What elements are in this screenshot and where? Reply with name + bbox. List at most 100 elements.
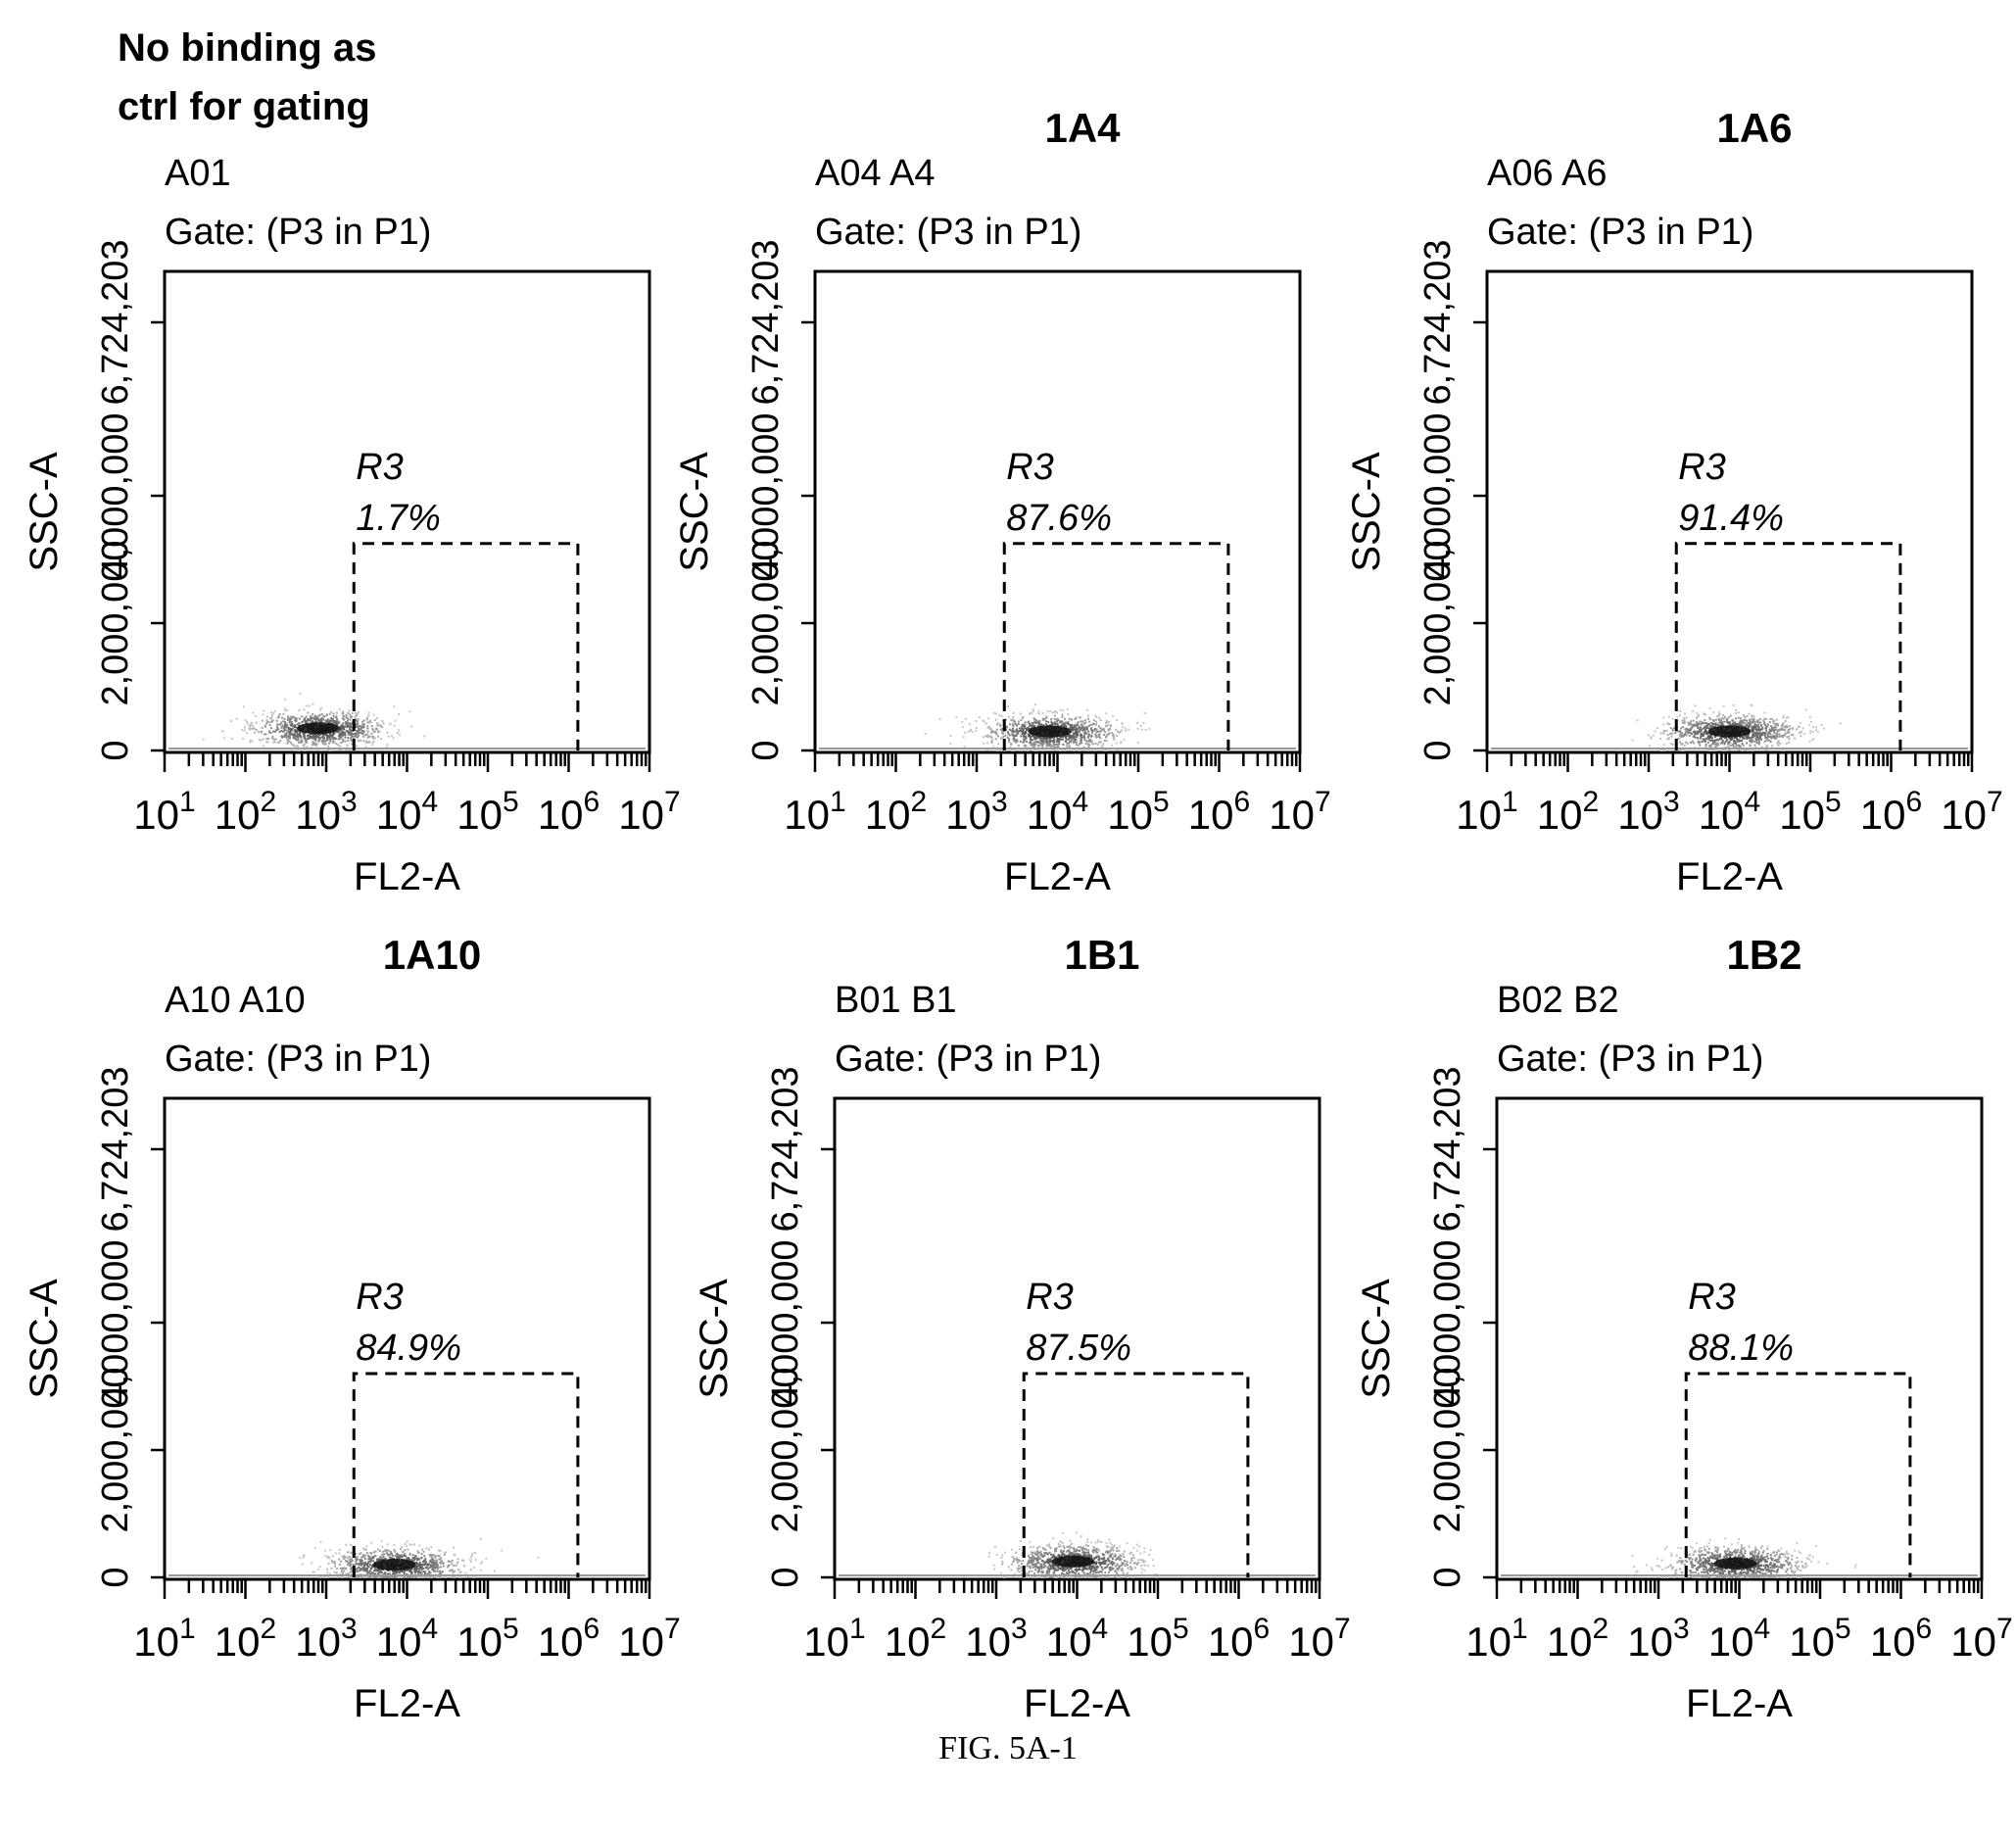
event-dot	[1704, 745, 1707, 748]
event-dot	[1032, 746, 1034, 749]
event-dot	[990, 739, 993, 742]
event-dot	[1081, 1569, 1084, 1571]
event-dot	[1690, 741, 1692, 744]
event-dot	[1735, 745, 1738, 748]
event-dot	[1677, 731, 1680, 733]
x-tick-label: 104	[1046, 1613, 1108, 1665]
event-dot	[312, 736, 313, 739]
event-dot	[1047, 1562, 1050, 1565]
event-dot	[1770, 725, 1772, 728]
event-dot	[388, 1549, 390, 1552]
event-dot	[312, 1571, 315, 1573]
event-dot	[360, 732, 363, 735]
event-dot	[324, 742, 327, 745]
event-dot	[422, 1561, 424, 1564]
event-dot	[1755, 742, 1758, 745]
event-dot	[1775, 723, 1778, 726]
event-dot	[436, 1576, 439, 1578]
event-dot	[371, 737, 374, 740]
event-dot	[1684, 732, 1687, 735]
event-dot	[1066, 742, 1069, 745]
event-dot	[1679, 713, 1681, 716]
event-dot	[983, 736, 985, 739]
event-dot	[411, 1554, 414, 1557]
event-dot	[1023, 735, 1026, 738]
event-dot	[381, 1550, 384, 1553]
event-dot	[1040, 1568, 1043, 1570]
event-dot	[1741, 735, 1744, 738]
event-dot	[351, 743, 354, 746]
event-dot	[1105, 1566, 1107, 1569]
gate-label: Gate: (P3 in P1)	[1487, 212, 1753, 253]
event-dot	[319, 708, 321, 711]
event-dot	[1048, 1551, 1051, 1554]
x-tick-label: 105	[1127, 1613, 1188, 1665]
x-axis-label: FL2-A	[354, 1682, 460, 1725]
event-dot	[1078, 1549, 1080, 1552]
event-dot	[336, 723, 339, 726]
event-dot	[428, 1554, 431, 1556]
event-dot	[317, 719, 320, 722]
event-dot	[391, 735, 393, 738]
event-dot	[268, 724, 271, 727]
event-dot	[1091, 742, 1094, 745]
event-dot	[1068, 742, 1071, 745]
event-dot	[1142, 722, 1145, 725]
x-tick-exponent: 6	[1906, 786, 1923, 818]
event-dot	[1043, 1552, 1046, 1554]
event-dot	[288, 731, 290, 734]
event-dot	[1062, 736, 1065, 738]
x-tick-label: 104	[376, 1613, 438, 1665]
event-dot	[463, 1565, 465, 1568]
event-dot	[371, 728, 374, 731]
event-dot	[1113, 1575, 1116, 1578]
event-dot	[252, 727, 255, 730]
event-dot	[1812, 738, 1815, 741]
event-dot	[370, 1576, 373, 1578]
event-dot	[338, 1549, 341, 1551]
event-dot	[1034, 1563, 1037, 1566]
event-dot	[438, 1558, 441, 1561]
event-dot	[326, 718, 329, 721]
event-dot	[411, 1576, 414, 1578]
event-dot	[300, 737, 303, 740]
x-tick-exponent: 3	[341, 1613, 358, 1645]
event-dot	[419, 1575, 422, 1578]
event-dot	[305, 742, 308, 744]
event-dot	[1788, 731, 1791, 734]
event-dot	[1648, 734, 1650, 737]
event-dot	[457, 1569, 459, 1571]
event-dot	[1007, 705, 1010, 708]
event-dot	[355, 1552, 358, 1555]
event-dot	[1001, 1560, 1004, 1563]
event-dot	[1008, 728, 1011, 731]
event-dot	[301, 715, 304, 718]
event-dot	[1733, 742, 1736, 745]
event-dot	[481, 1561, 483, 1564]
event-dot	[1759, 735, 1761, 738]
event-dot	[413, 1543, 415, 1546]
event-dot	[1019, 712, 1022, 715]
event-dot	[1817, 731, 1819, 734]
event-dot	[1724, 740, 1727, 743]
event-dot	[1710, 725, 1713, 728]
event-dot	[275, 728, 278, 731]
event-dot	[327, 1562, 330, 1565]
event-dot	[349, 718, 352, 721]
event-dot	[393, 1572, 396, 1575]
event-dot	[407, 1569, 409, 1571]
event-dot	[1053, 739, 1055, 742]
event-dot	[1706, 749, 1709, 751]
event-dot	[1140, 1568, 1143, 1571]
event-dot	[370, 725, 373, 728]
event-dot	[1016, 1561, 1019, 1564]
event-dot	[1752, 726, 1755, 729]
event-dot	[1747, 721, 1750, 724]
event-dot	[1710, 739, 1713, 742]
event-dot	[1114, 1555, 1117, 1558]
event-dot	[321, 735, 324, 738]
event-dot	[1011, 733, 1014, 736]
event-dot	[1016, 728, 1018, 731]
event-dot	[1050, 740, 1053, 743]
event-dot	[1068, 1545, 1071, 1548]
